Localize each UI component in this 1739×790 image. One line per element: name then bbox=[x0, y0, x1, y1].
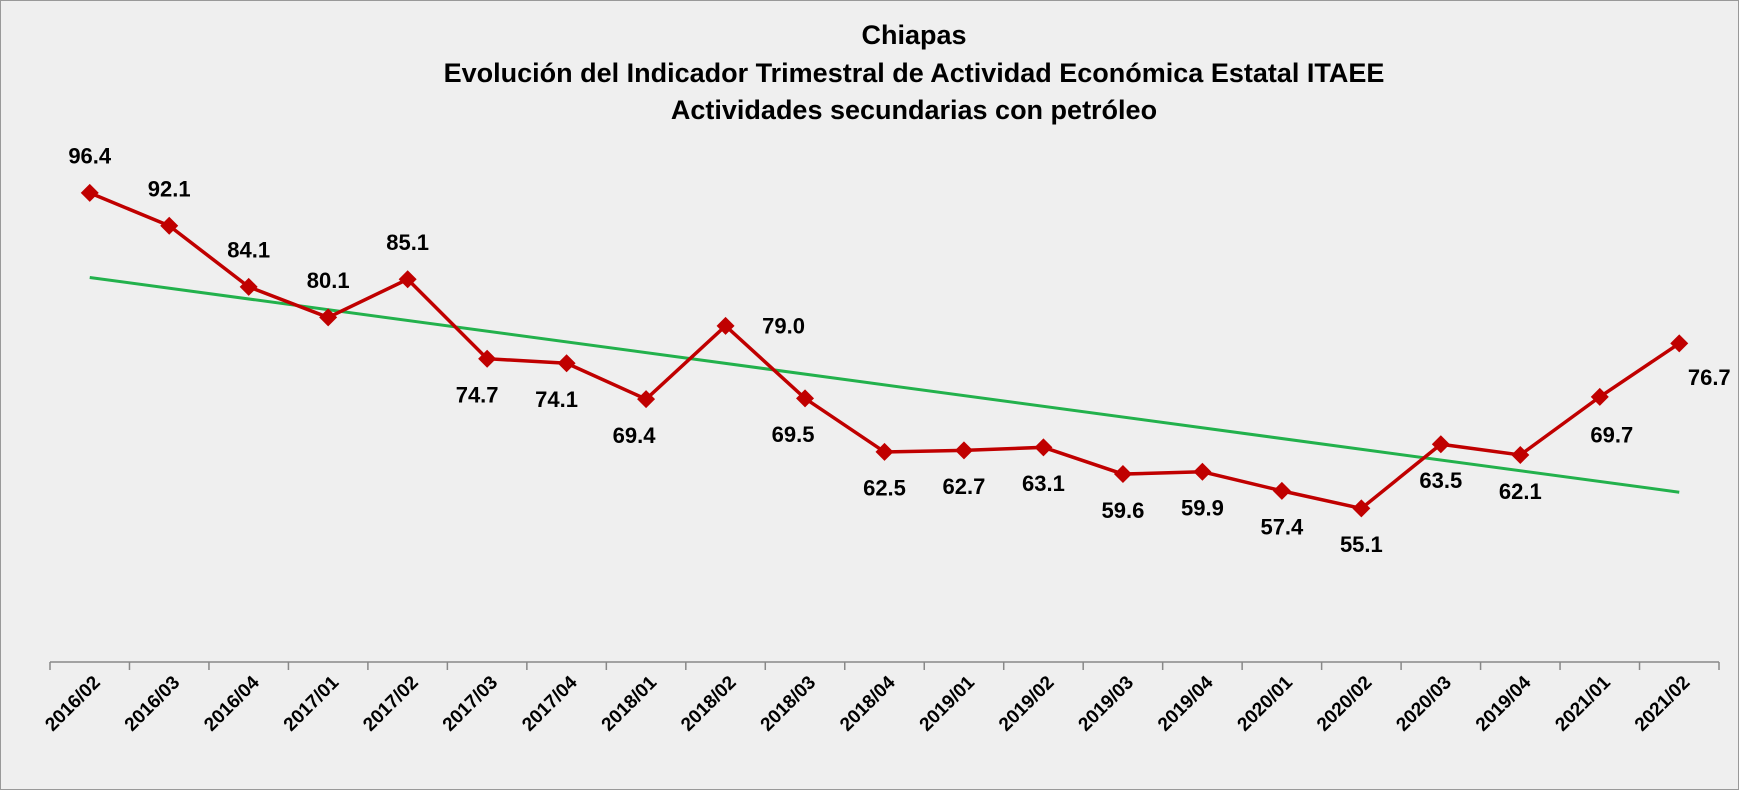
data-point bbox=[1034, 438, 1053, 457]
data-label: 80.1 bbox=[307, 268, 350, 293]
data-point bbox=[875, 442, 894, 461]
data-point bbox=[954, 441, 973, 460]
data-label: 74.7 bbox=[456, 383, 499, 408]
data-point bbox=[1431, 435, 1450, 454]
chart-title: Actividades secundarias con petróleo bbox=[671, 95, 1157, 125]
data-label: 85.1 bbox=[386, 230, 429, 255]
data-label: 62.5 bbox=[863, 476, 906, 501]
data-point bbox=[1511, 445, 1530, 464]
data-label: 63.5 bbox=[1419, 468, 1462, 493]
data-label: 62.7 bbox=[943, 474, 986, 499]
data-point bbox=[1113, 465, 1132, 484]
data-point bbox=[1590, 387, 1609, 406]
data-label: 69.5 bbox=[772, 422, 815, 447]
data-label: 79.0 bbox=[762, 314, 805, 339]
data-point bbox=[796, 389, 815, 408]
data-label: 55.1 bbox=[1340, 532, 1383, 557]
data-label: 59.9 bbox=[1181, 496, 1224, 521]
data-point bbox=[80, 183, 99, 202]
data-label: 59.6 bbox=[1102, 498, 1145, 523]
data-point bbox=[1272, 481, 1291, 500]
chart-title: Chiapas bbox=[861, 20, 966, 50]
data-point bbox=[1352, 499, 1371, 518]
data-label: 57.4 bbox=[1260, 515, 1304, 540]
data-point bbox=[160, 216, 179, 235]
data-label: 84.1 bbox=[227, 238, 270, 263]
chart-title: Evolución del Indicador Trimestral de Ac… bbox=[444, 58, 1385, 88]
data-label: 69.7 bbox=[1590, 423, 1633, 448]
data-label: 76.7 bbox=[1688, 365, 1731, 390]
data-label: 74.1 bbox=[535, 387, 578, 412]
data-point bbox=[319, 308, 338, 327]
data-point bbox=[557, 354, 576, 373]
data-label: 92.1 bbox=[148, 177, 191, 202]
data-label: 96.4 bbox=[68, 144, 112, 169]
data-point bbox=[1670, 334, 1689, 353]
trend-line bbox=[89, 275, 1680, 494]
data-point bbox=[1193, 462, 1212, 481]
data-label: 69.4 bbox=[613, 423, 657, 448]
data-label: 63.1 bbox=[1022, 471, 1065, 496]
data-point bbox=[716, 316, 735, 335]
data-label: 62.1 bbox=[1499, 479, 1542, 504]
data-point bbox=[637, 390, 656, 409]
data-point bbox=[239, 277, 258, 296]
data-point bbox=[398, 270, 417, 289]
data-point bbox=[478, 349, 497, 368]
